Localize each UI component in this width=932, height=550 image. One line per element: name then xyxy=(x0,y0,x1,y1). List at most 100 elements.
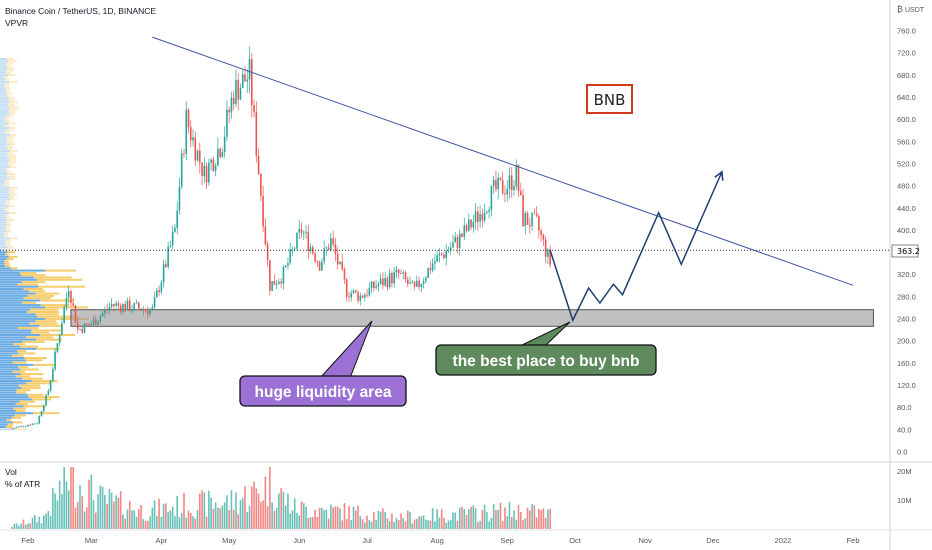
volume-profile-bar xyxy=(9,113,15,116)
volume-profile-bar xyxy=(0,182,5,185)
candle-body xyxy=(235,79,237,105)
volume-profile-bar xyxy=(6,94,11,97)
candle-body xyxy=(67,290,70,298)
candle-body xyxy=(153,297,156,308)
volume-profile-bar xyxy=(7,423,14,426)
volume-profile-bar xyxy=(12,361,27,364)
volume-bar xyxy=(90,474,93,529)
candle-body xyxy=(185,109,188,154)
candle-body xyxy=(418,280,420,288)
volume-bar xyxy=(474,508,477,529)
volume-profile-bar xyxy=(0,214,6,217)
price-tick-label: 200.0 xyxy=(897,337,916,346)
candle-body xyxy=(183,153,185,155)
volume-bar xyxy=(515,519,518,529)
volume-profile-bar xyxy=(4,131,10,134)
candle-body xyxy=(27,424,29,427)
candle-body xyxy=(178,186,181,211)
volume-profile-bar xyxy=(0,421,13,424)
candle-body xyxy=(323,248,325,262)
volume-bar xyxy=(458,507,461,529)
volume-bar xyxy=(178,517,181,529)
symbol-title[interactable]: Binance Coin / TetherUS, 1D, BINANCE xyxy=(5,6,156,16)
volume-bar xyxy=(194,518,197,529)
volume-bar xyxy=(208,490,210,529)
volume-profile-bar xyxy=(0,253,6,256)
volume-title[interactable]: Vol xyxy=(5,467,17,477)
volume-bar xyxy=(506,516,509,529)
volume-profile-bar xyxy=(0,191,9,194)
volume-bar xyxy=(74,507,77,529)
volume-profile-bar xyxy=(33,276,72,279)
volume-bar xyxy=(377,510,380,529)
volume-profile-bar xyxy=(12,370,25,373)
volume-bar xyxy=(228,509,230,529)
volume-profile-bar xyxy=(20,373,44,376)
candle-body xyxy=(223,136,226,153)
candle-body xyxy=(40,411,43,416)
candle-body xyxy=(470,219,472,228)
candle-body xyxy=(76,322,79,330)
volume-profile-bar xyxy=(8,196,14,198)
candle-body xyxy=(126,300,129,311)
volume-profile-bar xyxy=(0,129,8,132)
volume-profile-bar xyxy=(0,409,16,412)
volume-profile-bar xyxy=(15,409,25,412)
candle-body xyxy=(481,214,484,221)
volume-profile-bar xyxy=(0,370,13,373)
candle-body xyxy=(538,216,540,231)
volume-profile-bar xyxy=(0,357,25,359)
volume-profile-bar xyxy=(0,389,17,392)
volume-profile-bar xyxy=(0,81,9,83)
volume-bar xyxy=(63,467,65,529)
volume-bar xyxy=(524,518,527,529)
volume-bar xyxy=(336,506,339,529)
volume-bar xyxy=(241,497,244,529)
candle-body xyxy=(232,97,235,105)
volume-profile-bar xyxy=(0,251,8,254)
volume-profile-bar xyxy=(9,193,18,196)
volume-bar xyxy=(418,516,420,529)
liquidity-callout-box xyxy=(239,375,407,407)
volume-profile-bar xyxy=(25,336,54,339)
volume-profile-bar xyxy=(0,230,7,233)
price-tick-label: 480.0 xyxy=(897,182,916,191)
volume-profile-bar xyxy=(20,368,39,371)
volume-bar xyxy=(427,520,429,529)
volume-bar xyxy=(298,515,301,529)
volume-profile-bar xyxy=(8,60,17,63)
volume-bar xyxy=(271,502,273,529)
volume-bar xyxy=(522,520,524,529)
candle-body xyxy=(411,281,414,283)
candle-body xyxy=(271,281,273,291)
candle-body xyxy=(544,239,547,257)
volume-bar xyxy=(29,523,32,529)
volume-profile-bar xyxy=(0,380,32,382)
volume-profile-bar xyxy=(0,407,14,410)
volume-profile-bar xyxy=(36,347,60,350)
volume-bar xyxy=(92,500,95,529)
indicator-label[interactable]: VPVR xyxy=(5,18,28,28)
time-axis[interactable]: Feb Mar Apr May Jun Jul Aug Sep Oct Nov Dec 2022 Feb xyxy=(22,536,860,545)
volume-profile-bar xyxy=(8,159,16,162)
volume-profile-bar xyxy=(0,294,28,297)
candle-body xyxy=(438,253,441,256)
volume-profile-bar xyxy=(0,317,45,320)
volume-profile-bar xyxy=(0,67,9,70)
volume-profile-bar xyxy=(8,67,14,70)
volume-profile-bar xyxy=(0,412,34,415)
volume-profile-bar xyxy=(9,205,15,208)
volume-bar xyxy=(359,515,362,529)
volume-profile-bar xyxy=(0,154,8,157)
price-axis[interactable]: 0.0 40.0 80.0 120.0 160.0 200.0 240.0 280.0 320.… xyxy=(897,27,916,457)
candle-body xyxy=(316,261,319,262)
candle-body xyxy=(278,281,280,285)
volume-profile-bar xyxy=(0,334,40,336)
candle-body xyxy=(499,177,502,181)
volume-bar xyxy=(404,521,407,529)
candle-body xyxy=(83,323,86,333)
volume-profile-bar xyxy=(6,69,14,72)
volume-profile-bar xyxy=(10,186,18,189)
volume-profile-bar xyxy=(0,205,10,208)
